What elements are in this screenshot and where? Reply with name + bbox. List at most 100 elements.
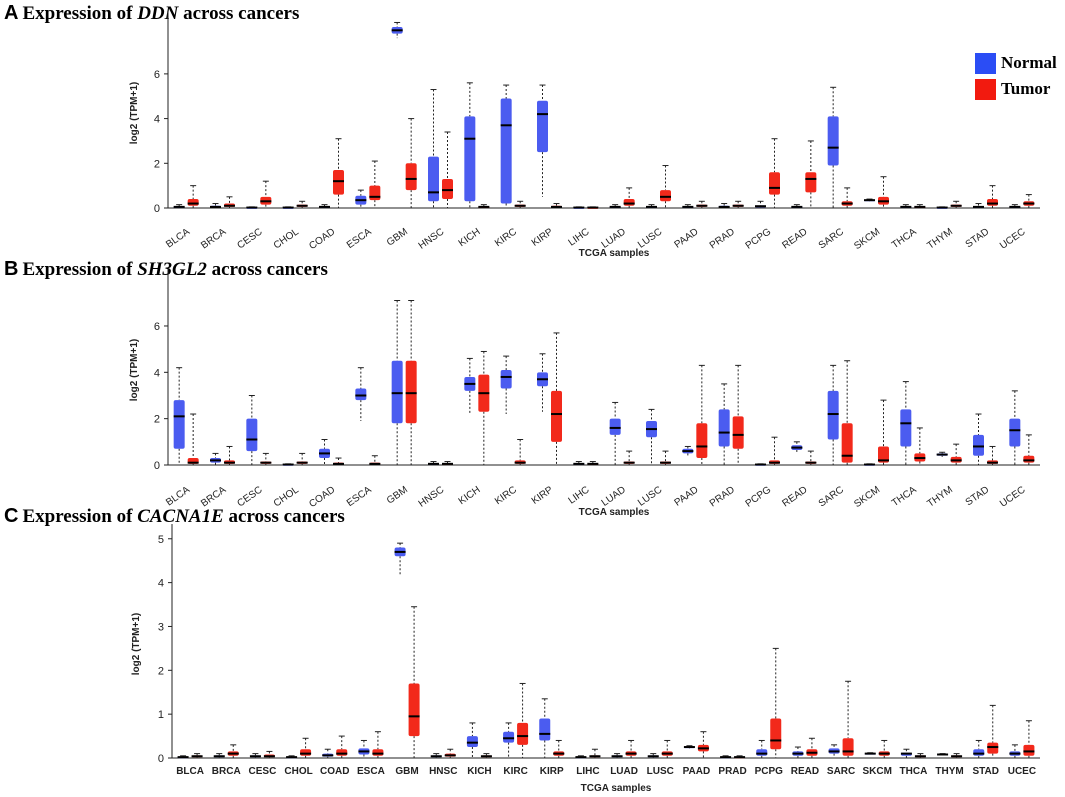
x-tick-label: PRAD (708, 484, 737, 509)
legend: Normal Tumor (975, 50, 1057, 102)
normal-box (539, 718, 551, 741)
x-tick-label: CHOL (284, 766, 312, 777)
x-axis-label: TCGA samples (579, 507, 650, 518)
x-tick-label: STAD (964, 226, 992, 250)
legend-label-normal: Normal (1001, 53, 1057, 72)
x-tick-label: STAD (973, 766, 999, 777)
x-tick-label: LUAD (610, 766, 638, 777)
normal-box (1009, 418, 1021, 447)
normal-box (827, 116, 839, 166)
chart-2: 0 1 2 3 4 5 log2 (TPM+1) TCGA samples BLCA BRCA CE… (131, 524, 1040, 794)
y-tick-label: 2 (154, 158, 160, 170)
tumor-box (442, 178, 453, 200)
x-tick-label: KIRC (493, 484, 519, 507)
x-tick-label: SKCM (863, 766, 892, 777)
x-tick-label: UCEC (998, 226, 1028, 251)
x-tick-label: PRAD (718, 766, 746, 777)
x-axis-label: TCGA samples (579, 248, 650, 259)
x-tick-label: COAD (307, 484, 337, 510)
panel-b-prefix: Expression of (22, 259, 138, 280)
normal-box (355, 388, 367, 401)
legend-swatch-tumor (975, 78, 996, 100)
x-tick-label: CESC (235, 484, 264, 509)
panel-c-prefix: Expression of (22, 506, 138, 527)
x-tick-label: LIHC (567, 484, 592, 506)
x-tick-label: KICH (457, 226, 483, 249)
normal-box (718, 409, 730, 447)
x-tick-label: THYM (925, 484, 955, 509)
legend-swatch-normal (975, 52, 996, 74)
chart-0: 0 2 4 6 log2 (TPM+1) TCGA samples BLCA BRCA CESC… (129, 12, 1040, 259)
x-tick-label: BRCA (199, 484, 228, 509)
tumor-box (842, 738, 854, 756)
x-tick-label: SARC (817, 484, 846, 509)
x-tick-label: SARC (817, 226, 846, 251)
y-tick-label: 0 (154, 460, 160, 472)
tumor-box (732, 416, 744, 449)
x-tick-label: HNSC (417, 226, 447, 251)
x-tick-label: PAAD (683, 766, 711, 777)
x-tick-label: LIHC (567, 226, 592, 248)
x-tick-label: READ (780, 226, 809, 251)
tumor-box (696, 423, 708, 459)
legend-label-tumor: Tumor (1001, 79, 1051, 98)
panel-c-letter: C (4, 505, 19, 527)
chart-1: 0 2 4 6 log2 (TPM+1) TCGA samples BLCA BRCA CESC… (129, 269, 1040, 518)
tumor-box (517, 722, 529, 745)
normal-box (900, 409, 912, 447)
x-tick-label: LUSC (636, 226, 664, 250)
x-tick-label: THYM (935, 766, 963, 777)
x-tick-label: GBM (385, 226, 410, 248)
y-tick-label: 3 (158, 621, 164, 633)
x-tick-label: ESCA (345, 226, 374, 251)
x-tick-label: ESCA (345, 484, 374, 509)
x-tick-label: PRAD (708, 226, 737, 251)
x-tick-label: STAD (964, 484, 992, 508)
x-tick-label: THCA (890, 484, 919, 509)
panel-a-title: A Expression of DDN across cancers (4, 2, 299, 25)
x-tick-label: SKCM (852, 226, 882, 252)
normal-box (756, 749, 768, 756)
x-tick-label: UCEC (1008, 766, 1036, 777)
y-tick-label: 0 (158, 753, 164, 765)
x-tick-label: KIRP (540, 766, 564, 777)
x-tick-label: KIRC (503, 766, 527, 777)
tumor-box (770, 718, 782, 750)
x-axis-label: TCGA samples (581, 783, 652, 794)
tumor-box (300, 749, 312, 756)
tumor-box (769, 172, 780, 195)
x-tick-label: ESCA (357, 766, 385, 777)
tumor-box (372, 749, 384, 756)
panel-b-title: B Expression of SH3GL2 across cancers (4, 258, 328, 281)
x-tick-label: READ (780, 484, 809, 509)
x-tick-label: BRCA (199, 226, 228, 251)
x-tick-label: CHOL (272, 484, 301, 509)
x-tick-label: BLCA (164, 226, 192, 250)
legend-item-tumor: Tumor (975, 76, 1057, 102)
x-tick-label: PAAD (673, 484, 701, 508)
y-tick-label: 6 (154, 321, 160, 333)
panel-a-prefix: Expression of (22, 3, 138, 24)
y-tick-label: 2 (158, 665, 164, 677)
normal-box (609, 418, 621, 435)
tumor-box (551, 390, 562, 442)
normal-box (173, 400, 185, 449)
y-tick-label: 4 (158, 578, 164, 590)
panel-c-gene: CACNA1E (137, 506, 224, 527)
x-tick-label: SARC (827, 766, 855, 777)
x-tick-label: BLCA (176, 766, 204, 777)
tumor-box (623, 199, 635, 206)
x-tick-label: PCPG (744, 226, 774, 251)
y-tick-label: 0 (154, 203, 160, 215)
x-tick-label: UCEC (998, 484, 1028, 509)
normal-box (500, 370, 512, 389)
tumor-box (336, 749, 348, 756)
x-tick-label: LUAD (600, 484, 628, 508)
y-axis-label: log2 (TPM+1) (129, 339, 140, 402)
tumor-box (805, 172, 817, 193)
x-tick-label: GBM (385, 484, 410, 506)
x-tick-label: THCA (890, 226, 919, 251)
x-tick-label: CESC (235, 226, 264, 251)
x-tick-label: GBM (395, 766, 418, 777)
tumor-box (408, 683, 420, 737)
